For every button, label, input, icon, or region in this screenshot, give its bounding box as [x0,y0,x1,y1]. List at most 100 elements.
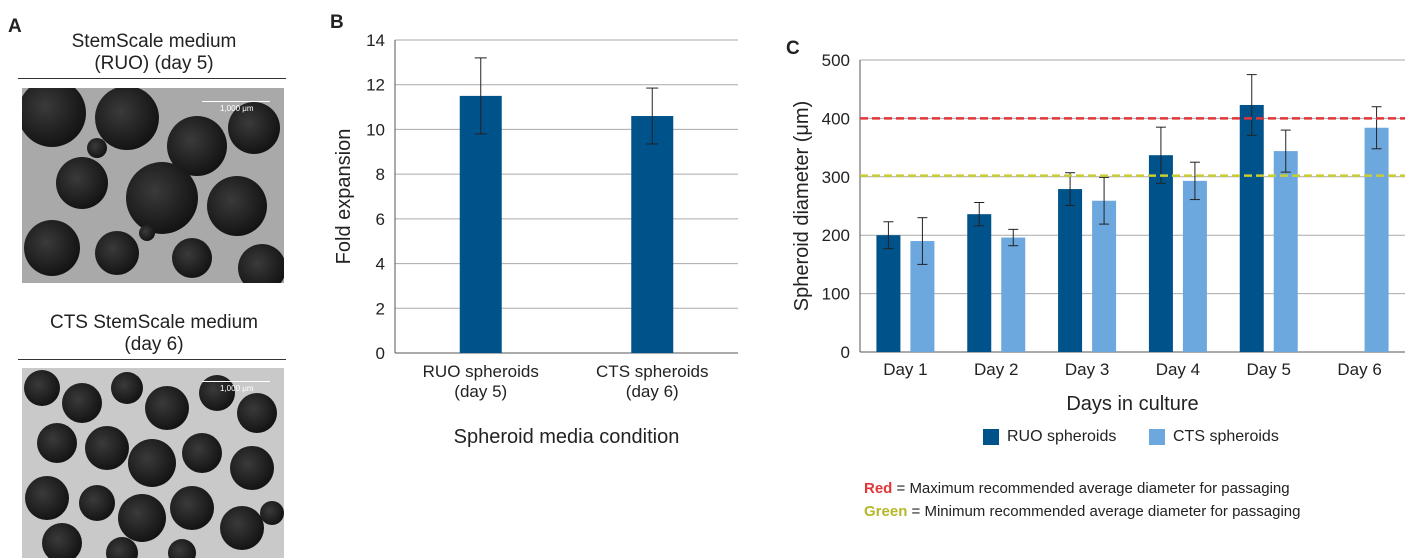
note-keyword-red: Red [864,480,893,497]
spheroid-blob [106,537,138,558]
x-tick-label: (day 6) [626,382,679,401]
note-text-red: = Maximum recommended average diameter f… [892,480,1290,497]
spheroid-blob [85,426,129,470]
scale-bar [202,381,270,382]
y-axis-title: Spheroid diameter (μm) [791,101,813,312]
x-axis-title: Days in culture [1066,393,1198,415]
x-tick-label: (day 5) [454,382,507,401]
spheroid-blob [62,383,102,423]
x-tick-label: Day 5 [1247,360,1291,379]
x-tick-label: RUO spheroids [423,362,539,381]
x-tick-label: Day 6 [1337,360,1381,379]
spheroid-blob [139,225,155,241]
spheroid-blob [25,476,69,520]
x-axis-title: Spheroid media condition [454,426,680,448]
x-tick-label: Day 3 [1065,360,1109,379]
spheroid-blob [199,375,235,411]
spheroid-blob [126,162,198,234]
spheroid-blob [42,523,82,558]
spheroid-diameter-chart: 0 100 200 300 400 500 Day 1 Day 2 Day 3 Day 4 Day … [791,51,1405,415]
reference-line-note-green: Green = Minimum recommended average diam… [864,503,1300,520]
reference-line-note-red: Red = Maximum recommended average diamet… [864,480,1290,497]
bar [967,214,992,352]
spheroid-micrograph-cts-image [24,370,284,558]
bar [1273,151,1298,352]
y-tick-label: 2 [376,299,385,318]
y-tick-label: 0 [841,343,850,362]
spheroid-blob [207,176,267,236]
photo-title-line2: (day 6) [124,334,184,355]
x-tick-label: Day 4 [1156,360,1200,379]
scale-bar-label: 1,000 μm [220,104,254,113]
bar [876,235,901,352]
spheroid-blob [237,393,277,433]
y-tick-label: 200 [822,226,850,245]
spheroid-blob [87,138,107,158]
photo-title-line1: CTS StemScale medium [49,312,258,333]
spheroid-micrograph-ruo-image [22,88,284,283]
photo-title-line2: (RUO) (day 5) [94,53,214,74]
legend-swatch-ruo [983,429,999,445]
fold-expansion-chart: 0 2 4 6 8 10 12 14 RUO spheroids(day 5) CTS spher… [333,31,738,448]
y-tick-label: 0 [376,344,385,363]
bar [1239,104,1264,352]
bar [1148,155,1173,352]
legend-label-cts: CTS spheroids [1173,428,1279,445]
spheroid-blob [168,539,196,558]
spheroid-micrograph-cts: 1,000 μm [22,368,284,558]
chart-legend-item-cts: CTS spheroids [1149,428,1279,446]
spheroid-blob [172,238,212,278]
y-tick-label: 10 [366,120,385,139]
spheroid-blob [260,501,284,525]
spheroid-blob [220,506,264,550]
spheroid-blob [24,370,60,406]
y-tick-label: 6 [376,210,385,229]
legend-label-ruo: RUO spheroids [1007,428,1117,445]
spheroid-blob [145,386,189,430]
x-tick-label: Day 1 [883,360,927,379]
note-text-green: = Minimum recommended average diameter f… [907,503,1301,520]
spheroid-blob [111,372,143,404]
y-axis-title: Fold expansion [333,129,355,265]
y-tick-label: 500 [822,51,850,70]
y-tick-label: 100 [822,285,850,304]
spheroid-blob [182,433,222,473]
spheroid-blob [95,231,139,275]
chart-legend-item-ruo: RUO spheroids [983,428,1116,446]
x-tick-label: CTS spheroids [596,362,708,381]
bar [631,116,674,353]
bar [1092,200,1117,352]
spheroid-blob [167,116,227,176]
spheroid-blob [37,423,77,463]
y-tick-label: 300 [822,168,850,187]
panel-label-c: C [786,38,800,59]
y-tick-label: 12 [366,76,385,95]
photo-title-line1: StemScale medium [71,31,237,52]
spheroid-blob [228,102,280,154]
spheroid-blob [118,494,166,542]
bar [1001,237,1026,352]
scale-bar-label: 1,000 μm [220,384,254,393]
spheroid-blob [238,244,284,283]
photo-divider [18,359,286,360]
y-tick-label: 4 [376,255,385,274]
y-tick-label: 8 [376,165,385,184]
panel-label-b: B [330,12,344,33]
spheroid-micrograph-ruo: 1,000 μm [22,88,284,283]
bar [1182,180,1207,352]
panel-label-a: A [8,16,22,37]
spheroid-blob [170,486,214,530]
spheroid-blob [24,220,80,276]
photo-title-cts: CTS StemScale medium (day 6) [18,312,290,356]
y-tick-label: 400 [822,109,850,128]
y-tick-label: 14 [366,31,385,50]
spheroid-blob [128,439,176,487]
note-keyword-green: Green [864,503,908,520]
bar [1364,127,1389,352]
spheroid-blob [230,446,274,490]
photo-title-ruo: StemScale medium (RUO) (day 5) [18,31,290,75]
spheroid-blob [79,485,115,521]
bar [1058,189,1083,352]
legend-swatch-cts [1149,429,1165,445]
photo-divider [18,78,286,79]
